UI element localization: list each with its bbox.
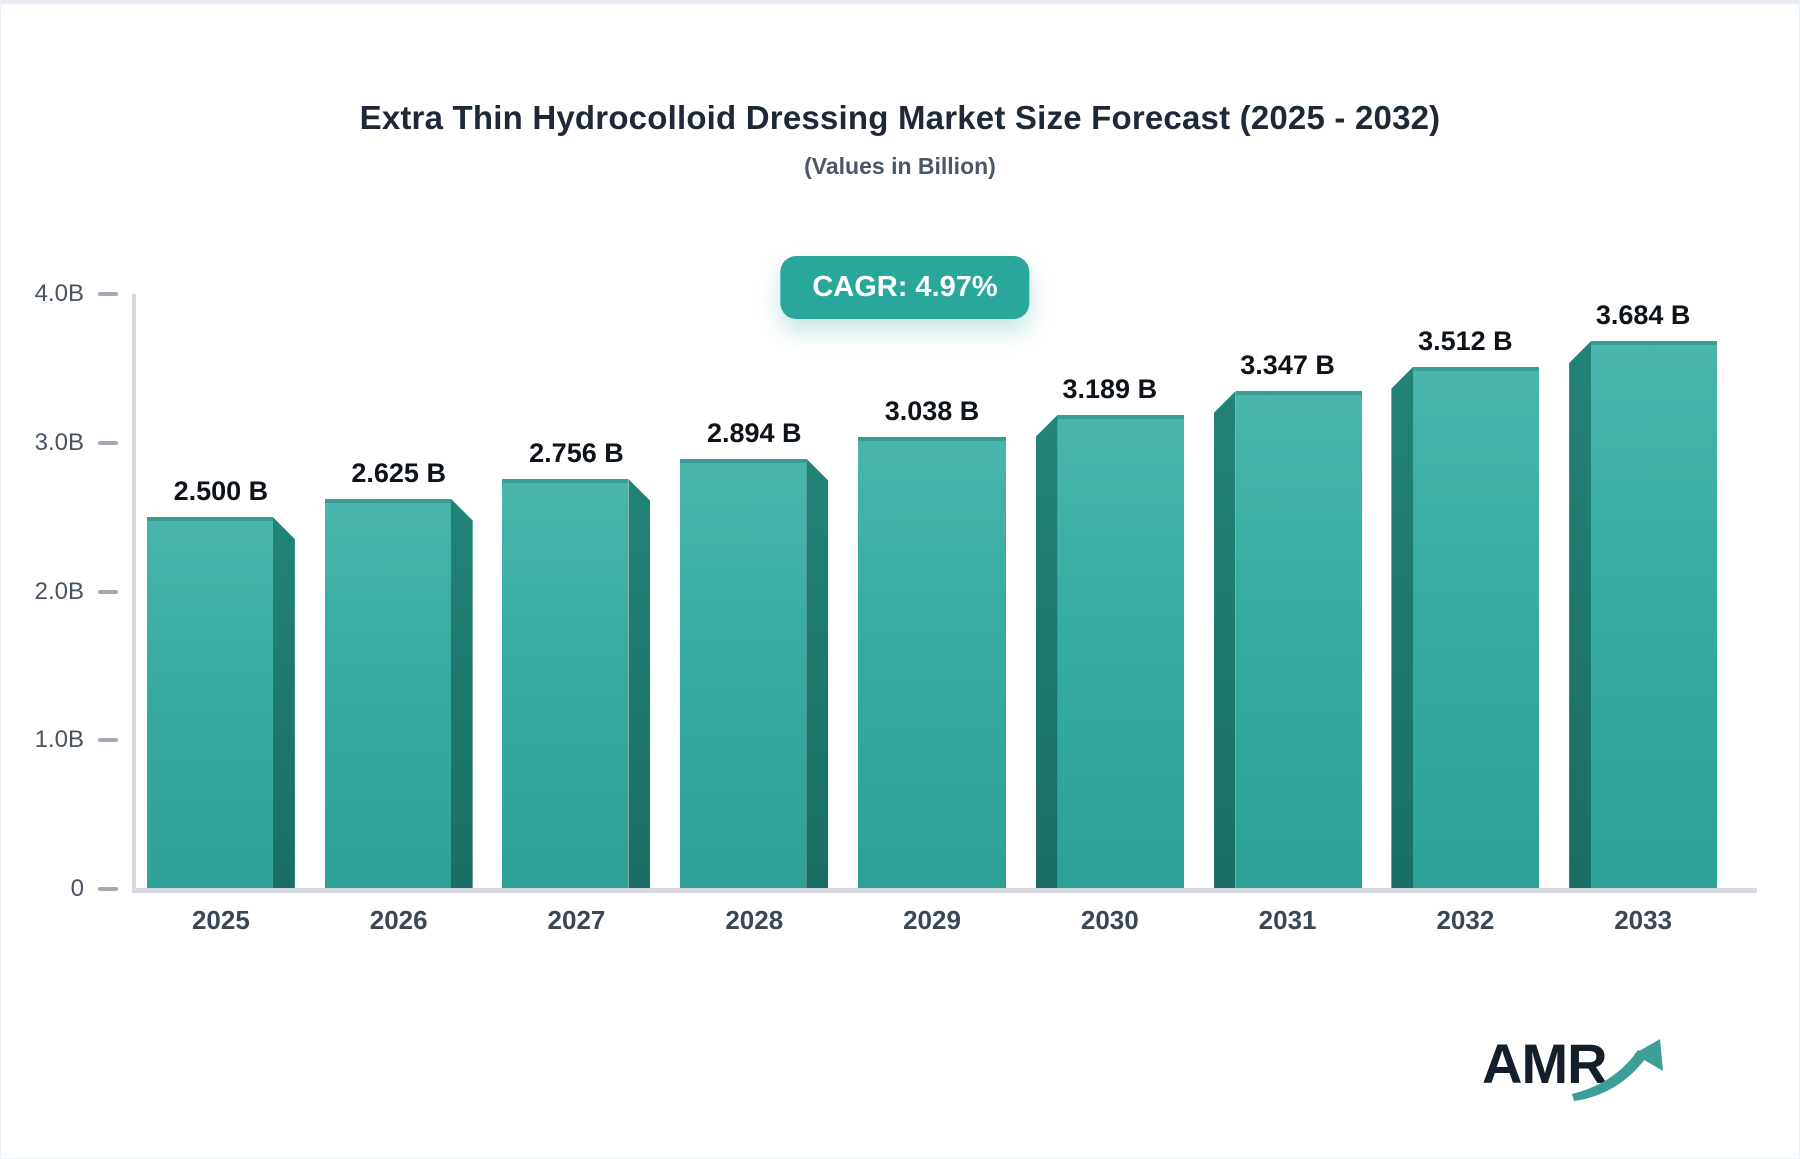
bar-value-label: 3.189 B — [1062, 373, 1158, 404]
bar-front-face — [858, 437, 1007, 889]
bar-front-face — [1591, 341, 1718, 889]
x-tick-label: 2032 — [1436, 905, 1495, 935]
amr-logo: AMR — [1482, 1032, 1663, 1101]
y-tick: 3.0B — [35, 429, 132, 457]
plot-area: 2.500 B 2025 2.625 B 2026 2.756 B 2027 2.894 B… — [132, 294, 1757, 935]
bar-front-face — [502, 479, 629, 889]
bar-2032[interactable]: 3.512 B — [1391, 326, 1540, 889]
cagr-badge: CAGR: 4.97% — [780, 256, 1030, 319]
y-tick-label: 3.0B — [34, 428, 84, 456]
bar-value-label: 3.347 B — [1240, 350, 1335, 381]
bars-row: 2.500 B 2025 2.625 B 2026 2.756 B 2027 2.894 B… — [132, 294, 1732, 935]
bar-value-label: 2.500 B — [173, 476, 269, 507]
y-tick: 0 — [71, 875, 132, 903]
y-axis-line — [132, 294, 136, 889]
y-tick: 2.0B — [35, 578, 132, 606]
x-tick-label: 2031 — [1258, 905, 1317, 935]
bar-value-label: 2.756 B — [529, 438, 624, 469]
y-tick-dash — [98, 440, 118, 445]
x-tick-label: 2026 — [369, 905, 428, 935]
bar-side-face — [1035, 414, 1058, 889]
bar-front-face — [1057, 414, 1184, 889]
y-tick-label: 2.0B — [34, 577, 84, 605]
bar-side-face — [806, 458, 829, 889]
bar-2030[interactable]: 3.189 B — [1035, 374, 1184, 889]
chart-title: Extra Thin Hydrocolloid Dressing Market … — [359, 99, 1441, 136]
bar-side-face — [1391, 366, 1414, 889]
bar-2026[interactable]: 2.625 B — [324, 458, 473, 889]
y-tick-dash — [98, 738, 118, 743]
bar-slot: 2.756 B 2027 — [488, 294, 666, 935]
bar-side-face — [1213, 391, 1236, 889]
amr-logo-arrow-swoosh — [1572, 1050, 1648, 1101]
bar-value-label: 3.684 B — [1595, 300, 1691, 331]
bar-side-face — [272, 517, 295, 889]
x-tick-label: 2025 — [191, 905, 250, 935]
amr-logo-text: AMR — [1482, 1032, 1607, 1095]
x-tick-label: 2033 — [1614, 905, 1673, 935]
bar-front-face — [680, 458, 807, 889]
bar-side-face — [628, 479, 651, 889]
y-tick-dash — [98, 292, 118, 296]
bar-slot: 2.500 B 2025 — [132, 294, 310, 935]
bar-2031[interactable]: 3.347 B — [1213, 350, 1362, 889]
y-tick-label: 0 — [70, 875, 84, 902]
bar-2033[interactable]: 3.684 B — [1569, 300, 1718, 889]
x-tick-label: 2027 — [547, 905, 606, 935]
amr-logo-arrow-head — [1634, 1039, 1663, 1071]
bar-2027[interactable]: 2.756 B — [502, 438, 651, 889]
bar-value-label: 3.038 B — [884, 396, 980, 427]
x-tick-label: 2030 — [1080, 905, 1139, 935]
bar-front-face — [324, 498, 451, 889]
bar-value-label: 3.512 B — [1418, 325, 1513, 356]
bar-slot: 3.189 B 2030 — [1021, 294, 1199, 935]
bar-2029[interactable]: 3.038 B — [858, 396, 1007, 889]
y-tick-label: 1.0B — [34, 726, 84, 754]
chart-subtitle: (Values in Billion) — [804, 153, 996, 179]
bar-front-face — [1235, 391, 1362, 889]
y-tick-dash — [98, 887, 118, 891]
bar-slot: 2.625 B 2026 — [310, 294, 488, 935]
bar-slot: 3.347 B 2031 — [1199, 294, 1377, 935]
bar-2028[interactable]: 2.894 B — [680, 418, 829, 889]
bar-2025[interactable]: 2.500 B — [146, 476, 295, 889]
y-axis: 4.0B 3.0B 2.0B 1.0B 0 — [0, 280, 132, 902]
x-tick-label: 2028 — [725, 905, 784, 935]
bar-side-face — [1569, 341, 1592, 889]
x-axis-line — [132, 888, 1757, 893]
bar-slot: 2.894 B 2028 — [665, 294, 843, 935]
y-tick: 4.0B — [35, 280, 132, 308]
bar-front-face — [146, 517, 273, 889]
y-tick: 1.0B — [35, 726, 132, 754]
bar-slot: 3.038 B 2029 — [843, 294, 1021, 935]
y-tick-dash — [98, 589, 118, 594]
x-tick-label: 2029 — [903, 905, 961, 935]
bar-slot: 3.684 B 2033 — [1554, 294, 1732, 935]
bar-slot: 3.512 B 2032 — [1376, 294, 1554, 935]
y-tick-label: 4.0B — [34, 280, 84, 307]
bar-value-label: 2.625 B — [351, 457, 446, 488]
bar-front-face — [1413, 366, 1540, 889]
bar-side-face — [450, 498, 473, 889]
bar-value-label: 2.894 B — [706, 417, 802, 448]
